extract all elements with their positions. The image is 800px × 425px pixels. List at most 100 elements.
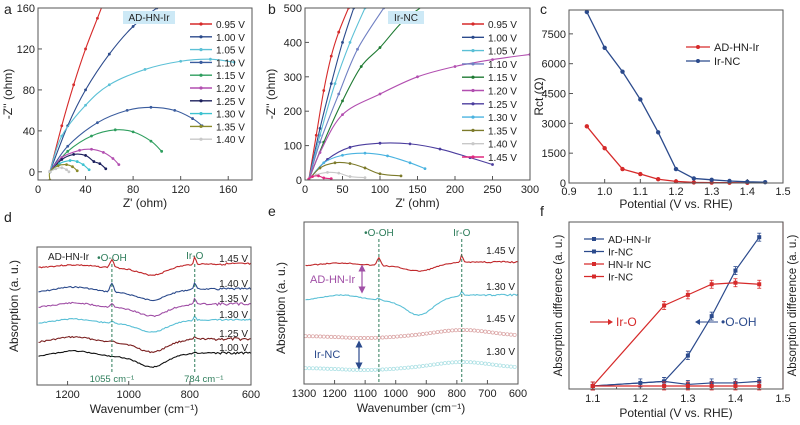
spectrum-marker: [472, 360, 477, 365]
x-tick-label: 1.5: [775, 393, 790, 405]
legend-label: 0.95 V: [216, 20, 245, 31]
x-tick-label: 1.2: [668, 186, 683, 198]
series-line: [308, 53, 530, 180]
y-tick-label: 0: [296, 175, 302, 187]
x-tick-label: 900: [417, 388, 435, 400]
data-point: [314, 133, 318, 137]
spectrum-marker: [472, 328, 477, 333]
x-tick-label: 800: [181, 389, 199, 401]
data-point: [733, 268, 738, 273]
data-point: [149, 139, 153, 143]
data-point: [662, 379, 667, 384]
spectrum-marker: [395, 366, 400, 371]
panel-label-d: d: [4, 209, 12, 225]
y-tick-label: 80: [23, 85, 35, 97]
data-point: [709, 383, 714, 388]
data-point: [359, 65, 363, 68]
spectrum-marker: [314, 366, 319, 371]
legend-marker: [199, 35, 203, 39]
data-point: [96, 16, 99, 20]
spectrum-marker: [318, 366, 323, 371]
y-tick-label: 160: [17, 3, 35, 15]
spectrum-marker: [409, 365, 414, 370]
plot-frame-c: [568, 9, 784, 184]
series-label: 1.35 V: [219, 294, 248, 305]
x-tick-label: 40: [79, 184, 91, 196]
spectrum-marker: [483, 361, 488, 366]
plot-frame-b: [304, 7, 531, 181]
spectrum-marker: [428, 331, 433, 335]
legend-marker: [471, 115, 475, 119]
legend-marker: [471, 102, 475, 106]
spectrum-marker: [351, 367, 356, 372]
data-point: [131, 130, 135, 134]
data-point: [757, 235, 762, 240]
spectrum-marker: [369, 367, 374, 372]
legend-marker: [471, 128, 475, 132]
spectrum-marker: [498, 363, 502, 368]
data-point: [66, 144, 70, 148]
data-point: [709, 177, 714, 183]
spectrum-marker: [325, 366, 330, 371]
spectrum-line: [38, 297, 252, 318]
data-point: [322, 161, 326, 165]
y-tick-label: 40: [23, 126, 35, 138]
series-line: [49, 8, 158, 173]
spectrum-marker: [398, 366, 403, 371]
series-label: 1.40 V: [219, 279, 248, 290]
data-point: [333, 161, 337, 165]
spectrum-marker: [332, 367, 337, 371]
legend-label: HN-Ir NC: [608, 259, 652, 271]
data-point: [66, 149, 70, 153]
x-axis-label: Potential (V vs. RHE): [619, 406, 732, 420]
data-point: [84, 88, 87, 92]
y-tick-label: 3000: [542, 118, 566, 130]
data-point: [318, 133, 322, 137]
data-point: [65, 168, 68, 172]
data-point: [638, 97, 643, 102]
data-point: [318, 166, 322, 170]
x-tick-label: 80: [127, 184, 139, 196]
spectrum-marker: [490, 330, 495, 335]
spectrum-marker: [442, 361, 447, 366]
series-group: [307, 8, 530, 180]
nyquist-plot-a: 0 40 80 120 160 0 40 80 120 160 Z' (ohm) -Z'' (ohm)…: [1, 3, 245, 210]
plot-frame-f: [568, 221, 784, 390]
x-tick-label: 300: [521, 184, 539, 196]
data-point: [685, 383, 690, 388]
data-point: [78, 148, 82, 152]
legend-marker: [199, 73, 203, 77]
spectrum-marker: [398, 334, 403, 339]
series-line: [308, 152, 426, 180]
data-point: [173, 108, 177, 112]
spectrum-marker: [420, 332, 425, 336]
data-point: [337, 92, 341, 96]
x-tick-label: 1.3: [704, 186, 719, 198]
x-tick-label: 100: [371, 184, 389, 196]
data-point: [602, 146, 607, 151]
data-point: [81, 163, 85, 167]
y-axis-label: Absorption difference (a. u.): [553, 234, 565, 376]
legend-marker: [471, 88, 475, 93]
spectrum-marker: [332, 335, 337, 339]
spectrum-marker: [494, 363, 499, 367]
x-axis-label: Wavenumber (cm⁻¹): [357, 401, 466, 415]
annotation-label: AD-HN-Ir: [128, 13, 170, 24]
spectrum-marker: [373, 335, 378, 340]
spectrum-marker: [351, 335, 356, 340]
spectrum-marker: [417, 364, 422, 369]
legend-marker: [592, 237, 596, 241]
x-tick-label: 700: [478, 388, 496, 400]
data-point: [378, 46, 382, 49]
x-tick-label: 160: [219, 184, 237, 196]
legend-label: AD-HN-Ir: [714, 42, 760, 54]
spectrum-line: [38, 255, 252, 276]
spectrum-marker: [490, 362, 495, 367]
legend-label: 1.10 V: [488, 60, 517, 71]
x-tick-label: 1.2: [633, 393, 648, 405]
spectrum-marker: [420, 364, 425, 368]
data-point: [90, 134, 93, 138]
data-point: [101, 150, 105, 154]
x-tick-label: 1200: [55, 389, 79, 401]
spectrum-marker: [391, 334, 396, 339]
